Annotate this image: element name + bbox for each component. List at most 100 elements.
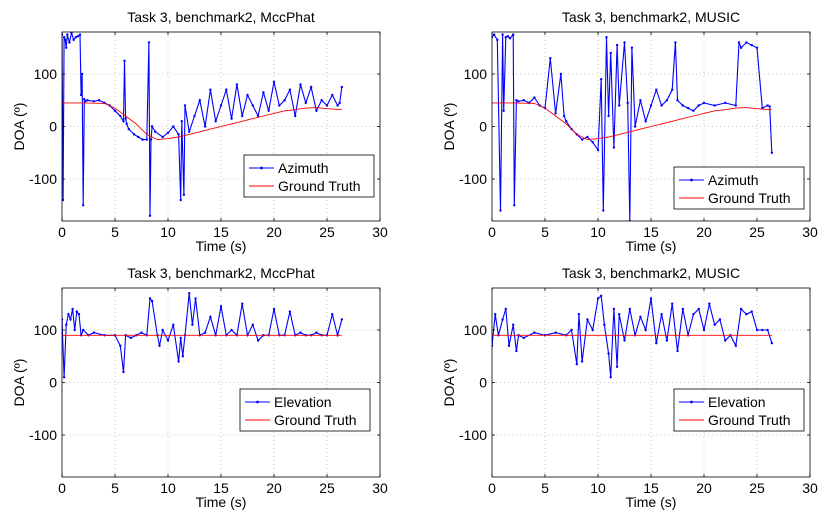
data-point	[140, 331, 143, 334]
data-point	[267, 109, 270, 112]
data-point	[603, 323, 606, 326]
data-point	[338, 101, 341, 105]
data-point	[78, 33, 82, 36]
legend-label: Ground Truth	[274, 412, 357, 428]
data-point	[612, 307, 616, 311]
x-tick-label: 5	[541, 224, 549, 240]
data-point	[124, 117, 127, 120]
data-point	[225, 88, 228, 91]
data-point	[674, 41, 677, 44]
data-point	[770, 151, 774, 154]
data-point	[655, 88, 658, 91]
data-point	[241, 114, 244, 118]
data-point	[209, 315, 212, 319]
data-point	[770, 341, 774, 345]
series-ground-truth	[492, 102, 772, 141]
legend-label: Elevation	[708, 394, 766, 410]
data-point	[80, 72, 84, 76]
data-point	[734, 344, 737, 347]
data-point	[72, 38, 75, 42]
y-tick-label: -100	[29, 171, 57, 187]
data-point	[565, 120, 568, 123]
data-point	[745, 313, 748, 316]
data-point	[692, 109, 695, 112]
x-tick-label: 0	[488, 480, 496, 496]
data-point	[119, 114, 122, 118]
x-axis-label: Time (s)	[626, 494, 677, 510]
data-point	[761, 328, 764, 332]
data-point	[599, 78, 603, 81]
data-point	[737, 41, 741, 44]
data-point	[141, 138, 144, 141]
data-point	[256, 339, 260, 342]
data-point	[713, 104, 716, 107]
x-tick-label: 0	[58, 224, 66, 240]
data-point	[605, 36, 608, 39]
legend-label: Ground Truth	[278, 178, 361, 194]
data-point	[750, 43, 753, 47]
data-point	[692, 313, 695, 316]
data-point	[71, 307, 74, 311]
series-ground-truth	[62, 102, 342, 141]
data-point	[739, 46, 743, 49]
data-point	[262, 91, 265, 94]
data-point	[122, 370, 125, 374]
data-point	[676, 99, 679, 102]
data-point	[660, 104, 663, 107]
y-tick-label: 0	[479, 119, 487, 135]
data-point	[639, 315, 642, 319]
data-point	[198, 99, 201, 102]
data-point	[83, 98, 86, 101]
data-point	[191, 323, 194, 326]
legend-label: Ground Truth	[708, 412, 791, 428]
data-point	[182, 193, 186, 196]
data-point	[129, 336, 133, 340]
data-point	[73, 328, 76, 332]
series-line	[492, 102, 772, 141]
data-point	[179, 336, 182, 340]
data-point	[512, 323, 515, 326]
x-tick-label: 15	[643, 224, 659, 240]
data-point	[77, 313, 81, 316]
legend-marker	[256, 400, 259, 404]
data-point	[665, 99, 669, 102]
data-point	[580, 138, 584, 141]
data-point	[214, 120, 217, 123]
data-point	[724, 339, 727, 342]
data-point	[615, 365, 619, 368]
y-tick-label: -100	[459, 427, 487, 443]
data-point	[62, 198, 65, 202]
data-point	[179, 198, 182, 202]
legend-box	[243, 154, 375, 198]
data-point	[119, 344, 122, 347]
data-point	[570, 328, 573, 332]
data-point	[768, 105, 771, 108]
data-point	[340, 318, 344, 321]
y-tick-label: 0	[49, 375, 57, 391]
data-point	[739, 307, 743, 311]
data-point	[79, 93, 83, 97]
x-axis-label: Time (s)	[196, 494, 247, 510]
x-tick-label: 30	[372, 224, 388, 240]
x-tick-label: 15	[643, 480, 659, 496]
x-tick-label: 10	[160, 480, 176, 496]
data-point	[522, 99, 525, 102]
data-point	[74, 36, 77, 39]
y-tick-label: 0	[49, 119, 57, 135]
y-tick-label: 0	[479, 375, 487, 391]
data-point	[62, 36, 66, 39]
x-tick-label: 10	[160, 224, 176, 240]
data-point	[150, 299, 154, 303]
x-tick-label: 5	[111, 480, 119, 496]
data-point	[596, 148, 600, 152]
data-point	[149, 138, 153, 141]
data-point	[630, 46, 634, 49]
legend-box	[239, 388, 371, 432]
data-point	[633, 125, 637, 128]
data-point	[340, 85, 344, 89]
data-point	[702, 328, 706, 332]
data-point	[158, 344, 161, 347]
data-point	[219, 104, 223, 107]
data-point	[713, 323, 716, 326]
data-point	[562, 114, 566, 118]
